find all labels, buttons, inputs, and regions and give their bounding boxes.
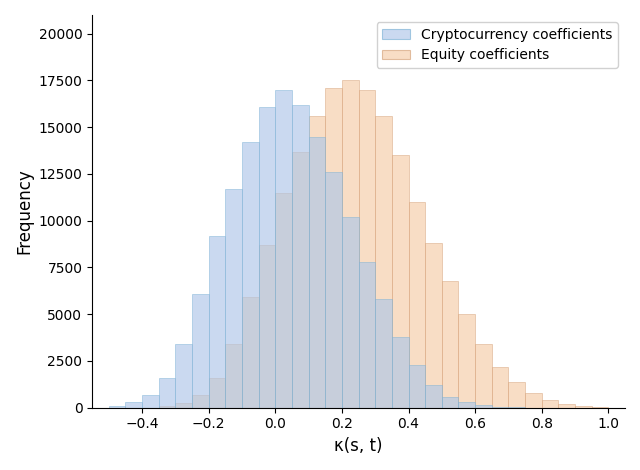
- Bar: [358, 262, 375, 407]
- Bar: [392, 155, 408, 407]
- Bar: [358, 90, 375, 407]
- Bar: [292, 151, 308, 407]
- Bar: [325, 172, 342, 407]
- Bar: [242, 298, 259, 407]
- Bar: [259, 245, 275, 407]
- Bar: [525, 393, 541, 407]
- Bar: [375, 299, 392, 407]
- Bar: [292, 105, 308, 407]
- X-axis label: κ(s, t): κ(s, t): [334, 437, 383, 455]
- Bar: [242, 142, 259, 407]
- Bar: [142, 395, 159, 407]
- Bar: [475, 406, 492, 407]
- Bar: [541, 400, 558, 407]
- Bar: [575, 406, 592, 407]
- Bar: [192, 294, 209, 407]
- Bar: [375, 116, 392, 407]
- Bar: [408, 365, 425, 407]
- Bar: [492, 367, 508, 407]
- Y-axis label: Frequency: Frequency: [15, 168, 33, 254]
- Bar: [342, 80, 358, 407]
- Bar: [159, 406, 175, 407]
- Bar: [442, 281, 458, 407]
- Bar: [342, 217, 358, 407]
- Bar: [275, 193, 292, 407]
- Bar: [225, 189, 242, 407]
- Bar: [392, 337, 408, 407]
- Bar: [442, 397, 458, 407]
- Bar: [209, 378, 225, 407]
- Bar: [458, 314, 475, 407]
- Bar: [175, 344, 192, 407]
- Legend: Cryptocurrency coefficients, Equity coefficients: Cryptocurrency coefficients, Equity coef…: [377, 22, 618, 68]
- Bar: [125, 402, 142, 407]
- Bar: [175, 403, 192, 407]
- Bar: [408, 202, 425, 407]
- Bar: [425, 243, 442, 407]
- Bar: [508, 382, 525, 407]
- Bar: [192, 395, 209, 407]
- Bar: [225, 344, 242, 407]
- Bar: [458, 402, 475, 407]
- Bar: [308, 116, 325, 407]
- Bar: [109, 406, 125, 407]
- Bar: [425, 385, 442, 407]
- Bar: [558, 404, 575, 407]
- Bar: [209, 235, 225, 407]
- Bar: [325, 88, 342, 407]
- Bar: [275, 90, 292, 407]
- Bar: [475, 344, 492, 407]
- Bar: [259, 107, 275, 407]
- Bar: [308, 137, 325, 407]
- Bar: [159, 378, 175, 407]
